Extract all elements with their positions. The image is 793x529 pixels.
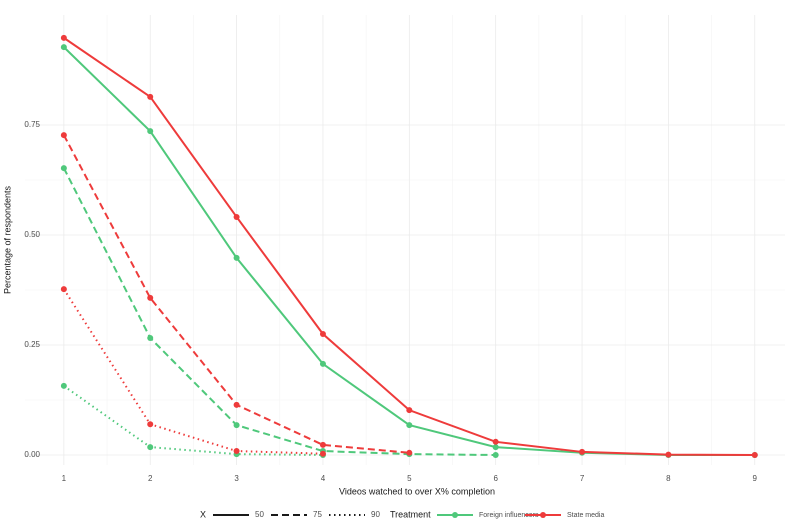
x-tick-label: 4 [321, 474, 326, 483]
data-point [319, 331, 326, 338]
data-point [233, 254, 240, 261]
data-point [492, 444, 499, 451]
data-point [147, 421, 154, 428]
series-line [63, 288, 323, 455]
legend-label: Foreign influencers [479, 512, 539, 519]
data-point [319, 441, 326, 448]
data-point [233, 401, 240, 408]
data-point [233, 213, 240, 220]
x-tick-label: 6 [493, 474, 498, 483]
data-point [147, 294, 154, 301]
legend-key-point [540, 512, 546, 518]
legend-key-point [452, 512, 458, 518]
data-point [60, 286, 67, 293]
data-point [147, 93, 154, 100]
data-point [60, 165, 67, 172]
data-point [147, 128, 154, 135]
x-tick-label: 9 [753, 474, 758, 483]
data-point [319, 450, 326, 457]
legend-label: 75 [313, 510, 322, 519]
legend-label: State media [567, 512, 604, 519]
legend-title: Treatment [390, 509, 431, 519]
x-tick-label: 1 [62, 474, 67, 483]
y-tick-label: 0.00 [24, 450, 40, 459]
data-point [147, 444, 154, 451]
series-line [62, 167, 496, 457]
data-point [406, 449, 413, 456]
x-tick-label: 5 [407, 474, 412, 483]
x-tick-label: 8 [666, 474, 671, 483]
y-tick-label: 0.75 [24, 120, 40, 129]
x-tick-label: 2 [148, 474, 153, 483]
data-point [406, 422, 413, 429]
x-tick-label: 7 [580, 474, 585, 483]
data-point [233, 422, 240, 429]
data-point [492, 438, 499, 445]
data-point [665, 451, 672, 458]
y-tick-label: 0.25 [24, 340, 40, 349]
x-tick-label: 3 [234, 474, 239, 483]
data-point [319, 360, 326, 367]
data-point [60, 44, 67, 51]
legend-title: X [200, 509, 206, 519]
data-point [751, 452, 758, 459]
y-tick-label: 0.50 [24, 230, 40, 239]
data-point [60, 34, 67, 41]
data-point [406, 407, 413, 414]
legend-label: 90 [371, 510, 380, 519]
data-point [233, 448, 240, 455]
data-point [147, 334, 154, 341]
data-point [60, 382, 67, 389]
data-point [492, 452, 499, 459]
x-axis-title: Videos watched to over X% completion [339, 486, 495, 496]
series-line [63, 385, 323, 457]
data-point [60, 132, 67, 139]
data-point [579, 448, 586, 455]
y-axis-title: Percentage of respondents [2, 185, 12, 294]
legend-label: 50 [255, 510, 264, 519]
